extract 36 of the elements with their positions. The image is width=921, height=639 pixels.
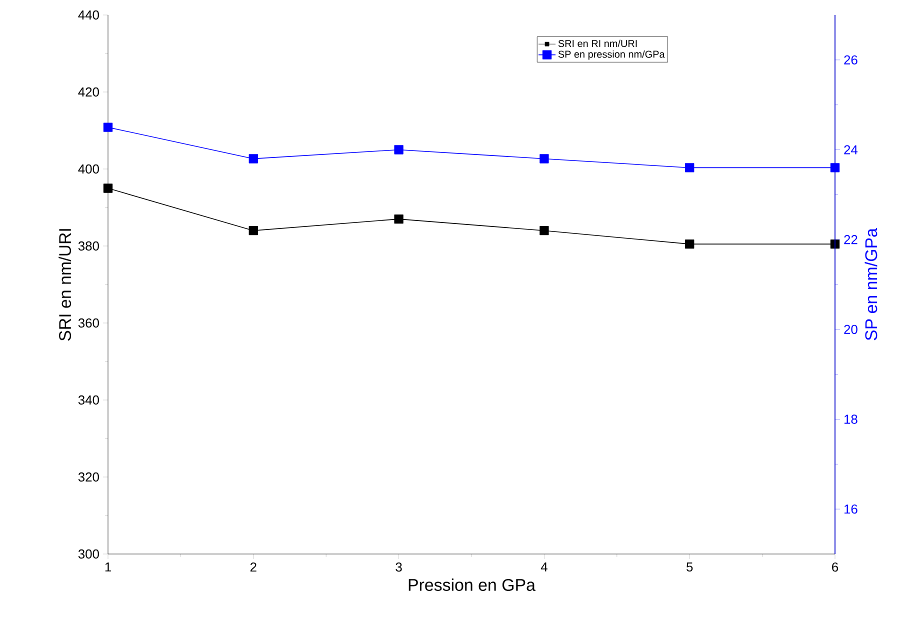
point [248,154,258,164]
legend-label: SP en pression nm/GPa [558,50,665,60]
y-tick-label: 360 [78,318,99,328]
y2-tick-label: 26 [844,55,858,64]
y-tick-label: 320 [78,472,99,482]
x-tick-label: 3 [396,562,402,572]
y-tick-label: 440 [78,10,99,20]
point [394,145,404,154]
x-tick-label: 5 [686,562,693,572]
y2-tick-label: 24 [844,145,858,154]
point [103,122,113,132]
y-tick-label: 420 [78,87,99,97]
x-tick-label: 2 [250,562,256,572]
y2-tick-label: 18 [844,414,858,424]
x-axis-title: Pression en GPa [408,578,536,591]
x-tick-label: 4 [540,562,548,572]
y-tick-label: 340 [78,395,99,405]
point [830,163,840,172]
legend-label: SRI en RI nm/URI [558,40,637,48]
point [685,163,694,172]
y-tick-label: 300 [78,549,99,559]
point [540,154,549,164]
y-axis-title: SRI en nm/URI [58,229,72,341]
point [103,184,113,193]
point [248,226,258,236]
y-tick-label: 380 [78,241,99,251]
x-tick-label: 1 [105,562,111,572]
y2-tick-label: 20 [844,324,858,334]
y2-tick-label: 16 [844,504,858,514]
point [540,226,549,236]
y-tick-label: 400 [78,164,99,174]
point [685,239,694,249]
x-tick-label: 6 [832,562,838,572]
y2-tick-label: 22 [844,235,858,244]
y2-axis-title: SP en nm/GPa [864,228,878,340]
point [394,214,404,224]
